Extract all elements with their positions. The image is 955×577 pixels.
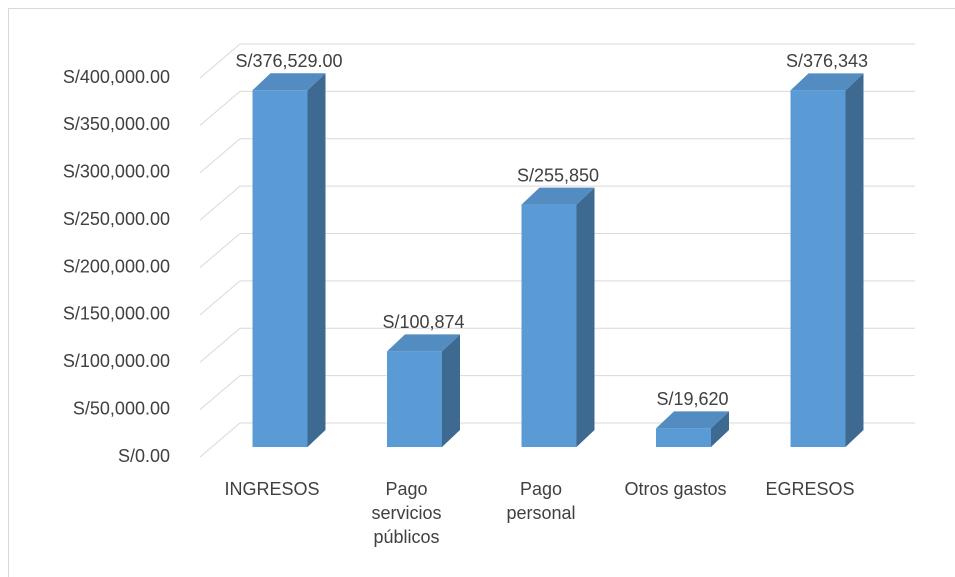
bar-front [790,90,846,447]
y-tick-label: S/100,000.00 [63,351,170,371]
y-tick-label: S/400,000.00 [63,67,170,87]
data-label: S/376,529.00 [235,51,342,71]
bar-front [656,428,711,447]
y-tick-label: S/50,000.00 [73,398,170,418]
y-tick-label: S/200,000.00 [63,256,170,276]
data-label: S/19,620 [656,389,728,409]
bar [790,73,864,447]
bar-side [576,187,595,447]
data-label: S/255,850 [517,165,599,185]
grid-line [199,280,241,316]
x-tick-label: EGRESOS [765,479,855,499]
bar-side [442,334,460,447]
grid-line [199,138,241,174]
bar-top [656,411,729,429]
bar-side [845,73,864,447]
bar [252,73,326,447]
grid-line [199,327,241,363]
y-tick-label: S/250,000.00 [63,209,170,229]
grid-line [199,90,241,126]
grid-line [199,43,241,79]
data-label: S/100,874 [382,312,464,332]
bar-side [711,411,729,447]
bar-front [387,351,442,447]
grid-line [199,375,241,411]
grid-line [199,185,241,221]
bar [387,334,460,447]
y-tick-label: S/350,000.00 [63,114,170,134]
bar-top [387,334,460,352]
y-tick-label: S/0.00 [118,446,170,466]
bar-front [252,90,308,447]
x-tick-label: INGRESOS [224,479,320,499]
y-tick-label: S/300,000.00 [63,162,170,182]
bar-top [521,187,595,205]
x-tick-label: Pago personal [506,479,576,523]
bar-side [307,73,326,447]
x-tick-label: Otros gastos [624,479,727,499]
chart-border [8,8,955,577]
bar-front [521,204,577,447]
bar-top [252,73,326,91]
x-tick-label: Pago servicios públicos [371,479,442,547]
grid-line [199,422,241,458]
bar [521,187,595,447]
bar [656,411,729,447]
y-tick-label: S/150,000.00 [63,304,170,324]
data-label: S/376,343 [786,51,868,71]
bar-top [790,73,864,91]
grid-line [199,233,241,268]
